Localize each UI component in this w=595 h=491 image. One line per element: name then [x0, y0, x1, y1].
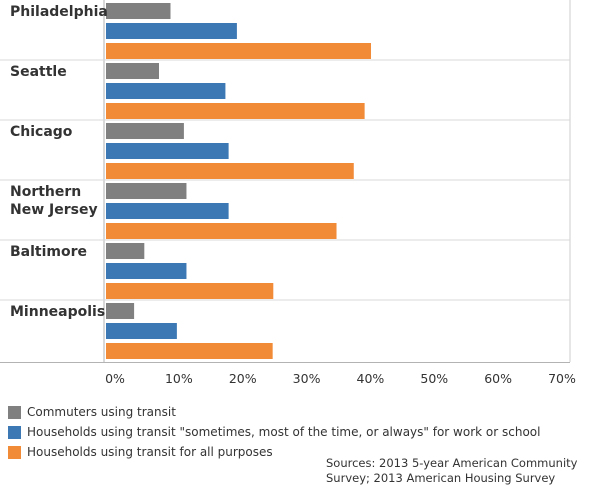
- bar-baltimore-commuters: [106, 243, 145, 259]
- x-tick-label: 30%: [293, 371, 321, 386]
- bar-baltimore-households-work-school: [106, 263, 187, 279]
- bar-chart: Philadelphia Seattle Chicago Northern New Je…: [0, 0, 576, 386]
- legend: Commuters using transit Households using…: [8, 402, 540, 462]
- city-label-chicago: Chicago: [10, 124, 73, 140]
- bar-baltimore-households-all-purposes: [106, 283, 274, 299]
- city-label-philadelphia: Philadelphia: [10, 4, 108, 20]
- legend-swatch-households-work-school: [8, 425, 21, 439]
- source-line-2: Survey; 2013 American Housing Survey: [326, 471, 556, 485]
- x-tick-label: 50%: [420, 371, 448, 386]
- legend-label-households-all-purposes: Households using transit for all purpose…: [27, 445, 273, 459]
- x-tick-label: 20%: [229, 371, 257, 386]
- bar-seattle-households-work-school: [106, 83, 226, 99]
- legend-item-commuters: Commuters using transit: [8, 402, 540, 422]
- x-axis-ticks: 0% 10% 20% 30% 40% 50% 60% 70%: [105, 371, 576, 386]
- bar-northern-new-jersey-households-all-purposes: [106, 223, 337, 239]
- city-label-baltimore: Baltimore: [10, 244, 87, 260]
- x-tick-label: 0%: [105, 371, 125, 386]
- city-label-northern-new-jersey: Northern New Jersey: [10, 184, 98, 218]
- city-label-seattle: Seattle: [10, 64, 67, 80]
- bar-seattle-commuters: [106, 63, 160, 79]
- bar-chicago-households-work-school: [106, 143, 229, 159]
- x-tick-label: 40%: [357, 371, 385, 386]
- bar-northern-new-jersey-commuters: [106, 183, 187, 199]
- bar-chicago-households-all-purposes: [106, 163, 354, 179]
- bar-seattle-households-all-purposes: [106, 103, 365, 119]
- bar-minneapolis-households-work-school: [106, 323, 177, 339]
- bar-philadelphia-households-work-school: [106, 23, 237, 39]
- x-tick-label: 60%: [484, 371, 512, 386]
- city-labels: Philadelphia Seattle Chicago Northern New Je…: [10, 4, 108, 320]
- bar-minneapolis-households-all-purposes: [106, 343, 273, 359]
- legend-item-households-work-school: Households using transit "sometimes, mos…: [8, 422, 540, 442]
- legend-item-households-all-purposes: Households using transit for all purpose…: [8, 442, 540, 462]
- bar-philadelphia-households-all-purposes: [106, 43, 372, 59]
- legend-swatch-commuters: [8, 405, 21, 419]
- x-tick-label: 70%: [548, 371, 576, 386]
- source-note: Sources: 2013 5-year American Community …: [326, 456, 588, 486]
- city-label-minneapolis: Minneapolis: [10, 304, 105, 320]
- x-tick-label: 10%: [165, 371, 193, 386]
- bars: [106, 3, 372, 359]
- bar-chicago-commuters: [106, 123, 184, 139]
- plot-frame: [0, 0, 571, 363]
- bar-minneapolis-commuters: [106, 303, 135, 319]
- bar-northern-new-jersey-households-work-school: [106, 203, 229, 219]
- source-line-1: Sources: 2013 5-year American Community: [326, 456, 578, 470]
- bar-philadelphia-commuters: [106, 3, 171, 19]
- legend-label-commuters: Commuters using transit: [27, 405, 176, 419]
- legend-label-households-work-school: Households using transit "sometimes, mos…: [27, 425, 541, 439]
- legend-swatch-households-all-purposes: [8, 445, 21, 459]
